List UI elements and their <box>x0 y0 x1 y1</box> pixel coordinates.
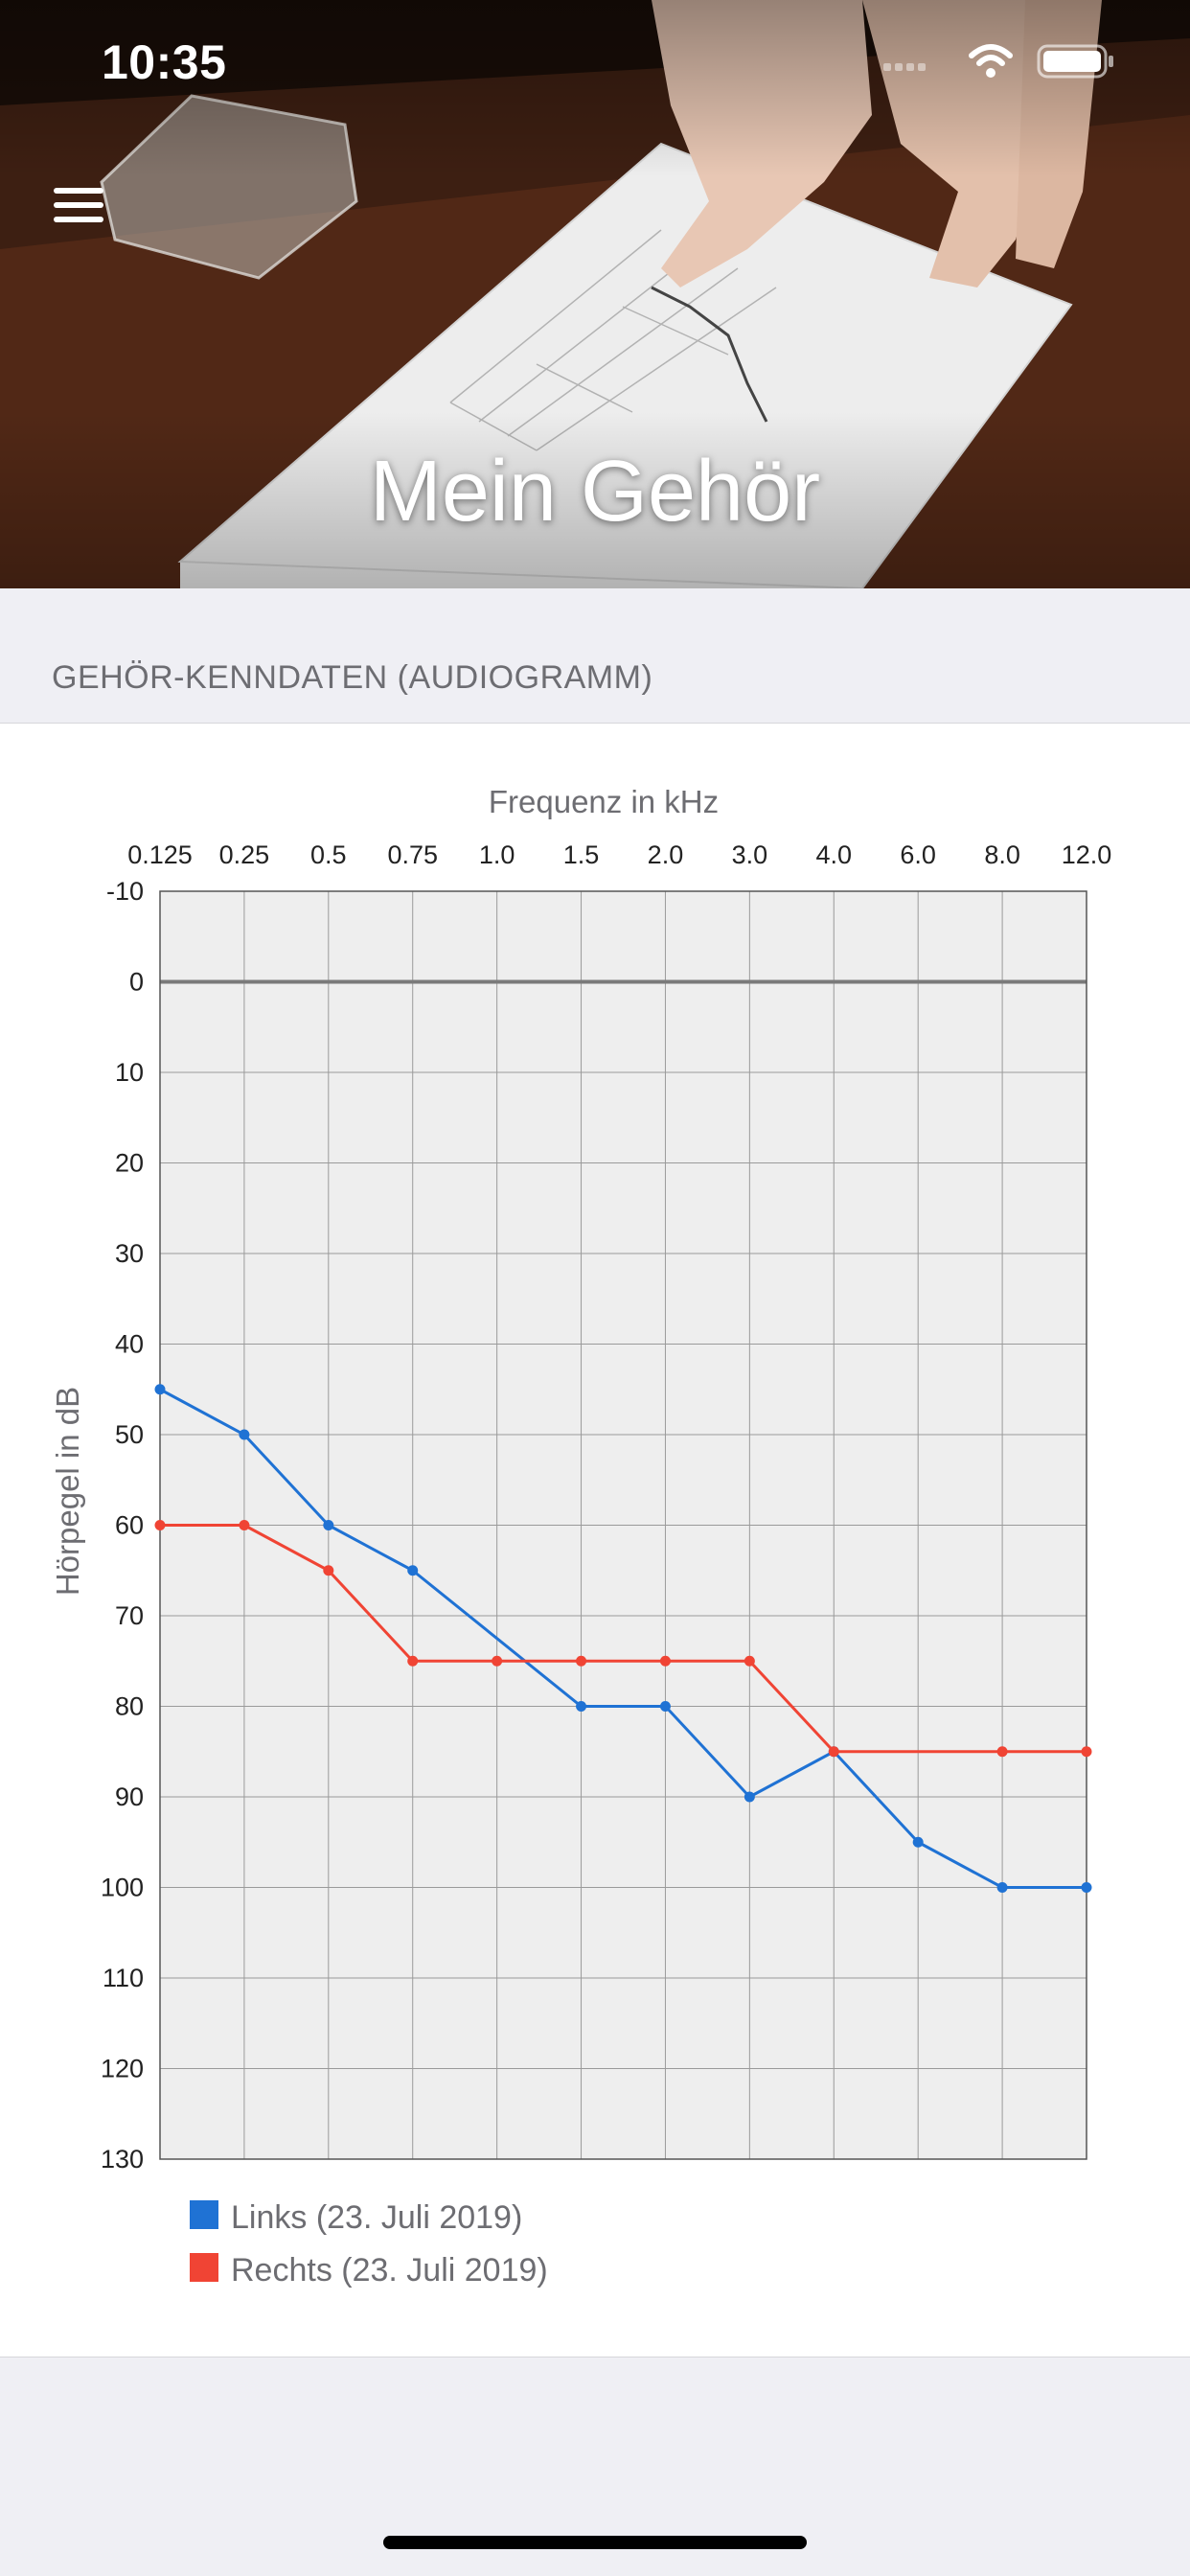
data-point <box>996 1882 1008 1893</box>
data-point <box>407 1655 419 1667</box>
x-tick-label: 8.0 <box>984 840 1020 869</box>
y-tick-label: 40 <box>115 1330 144 1359</box>
y-tick-label: 130 <box>101 2145 144 2174</box>
x-tick-label: 1.0 <box>479 840 515 869</box>
y-tick-label: 100 <box>101 1874 144 1902</box>
y-axis-ticks: -10 0 10 20 30 40 50 60 70 80 90 100 110 120 130 <box>101 877 144 2174</box>
data-point <box>659 1701 671 1712</box>
x-axis-label: Frequenz in kHz <box>489 784 719 819</box>
section-header: GEHÖR-KENNDATEN (AUDIOGRAMM) <box>52 659 653 696</box>
y-tick-label: 80 <box>115 1692 144 1721</box>
x-tick-label: 0.25 <box>219 840 270 869</box>
menu-button[interactable] <box>50 184 107 232</box>
data-point <box>912 1836 924 1848</box>
series-layer <box>154 1384 1092 1893</box>
data-point <box>492 1655 503 1667</box>
data-point <box>659 1655 671 1667</box>
data-point <box>1081 1882 1092 1893</box>
data-point <box>239 1520 250 1530</box>
status-bar-icons <box>883 44 1113 79</box>
cellular-signal-icon <box>883 63 926 71</box>
status-bar-time: 10:35 <box>102 35 227 89</box>
header-banner: 10:35 Mein Gehör <box>0 0 1190 588</box>
y-tick-label: 20 <box>115 1149 144 1178</box>
x-tick-label: 4.0 <box>815 840 852 869</box>
y-tick-label: 50 <box>115 1420 144 1449</box>
header-photo <box>0 0 1190 588</box>
chart-legend: Links (23. Juli 2019) Rechts (23. Juli 20… <box>190 2199 548 2288</box>
data-point <box>744 1791 755 1803</box>
home-indicator <box>383 2536 807 2549</box>
data-point <box>744 1655 755 1667</box>
header-shade <box>0 0 1190 588</box>
y-tick-label: 70 <box>115 1601 144 1630</box>
data-point <box>828 1746 839 1758</box>
x-tick-label: 12.0 <box>1062 840 1112 869</box>
x-tick-label: 1.5 <box>563 840 600 869</box>
battery-icon <box>1037 44 1113 79</box>
data-point <box>1081 1746 1092 1758</box>
legend-label: Rechts (23. Juli 2019) <box>231 2252 548 2288</box>
page-title: Mein Gehör <box>369 444 821 540</box>
x-axis-ticks: 0.125 0.25 0.5 0.75 1.0 1.5 2.0 3.0 4.0 6.0 8.0 12.… <box>127 840 1111 869</box>
y-axis-label: Hörpegel in dB <box>50 1387 85 1596</box>
wifi-icon <box>969 44 1013 78</box>
data-point <box>576 1701 587 1712</box>
y-tick-label: 110 <box>103 1964 144 1992</box>
y-tick-label: 0 <box>129 968 144 997</box>
hamburger-menu-icon <box>54 188 103 194</box>
x-tick-label: 2.0 <box>648 840 684 869</box>
data-point <box>323 1520 334 1530</box>
audiogram-chart: Frequenz in kHz Hörpegel in dB 0.125 0.25… <box>50 784 1111 2288</box>
legend-label: Links (23. Juli 2019) <box>231 2199 522 2236</box>
x-tick-label: 3.0 <box>732 840 768 869</box>
y-tick-label: 120 <box>101 2055 144 2083</box>
y-tick-label: 30 <box>115 1239 144 1268</box>
audiogram-card: Frequenz in kHz Hörpegel in dB 0.125 0.25… <box>0 723 1190 2358</box>
series-rechts <box>154 1520 1092 1758</box>
y-tick-label: 90 <box>115 1782 144 1811</box>
data-point <box>323 1565 334 1576</box>
y-tick-label: -10 <box>106 877 144 906</box>
x-tick-label: 0.75 <box>387 840 438 869</box>
y-tick-label: 10 <box>115 1058 144 1087</box>
legend-swatch <box>190 2200 218 2229</box>
data-point <box>154 1384 166 1395</box>
x-tick-label: 0.125 <box>127 840 193 869</box>
x-tick-label: 6.0 <box>900 840 936 869</box>
x-tick-label: 0.5 <box>310 840 347 869</box>
data-point <box>407 1565 419 1576</box>
legend-swatch <box>190 2253 218 2282</box>
data-point <box>576 1655 587 1667</box>
data-point <box>154 1520 166 1530</box>
y-tick-label: 60 <box>115 1511 144 1540</box>
data-point <box>239 1429 250 1440</box>
data-point <box>996 1746 1008 1758</box>
